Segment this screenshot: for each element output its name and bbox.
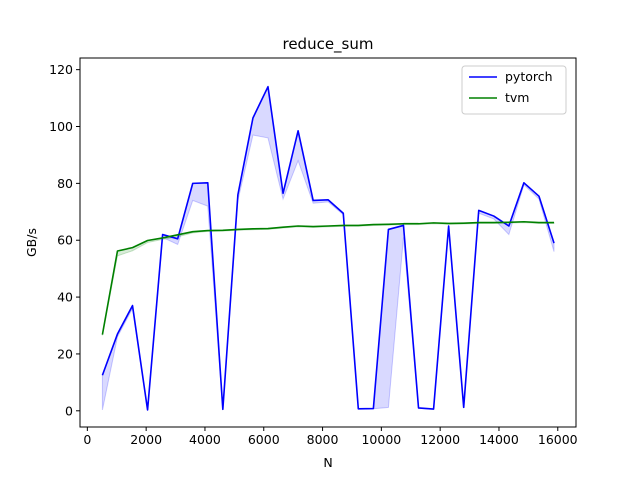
y-tick-label: 100 [49,119,73,134]
x-tick-label: 14000 [479,432,519,447]
y-tick-label: 80 [57,176,73,191]
tvm-line [101,220,555,335]
x-tick-label: 8000 [307,432,339,447]
x-axis-label: N [323,455,332,470]
y-tick-label: 0 [65,403,73,418]
y-tick-label: 20 [57,346,73,361]
chart-title: reduce_sum [282,35,373,54]
plot-frame [79,57,577,428]
pytorch-line [101,85,555,411]
x-tick-label: 16000 [538,432,578,447]
legend-box [461,65,567,115]
x-tick-label: 0 [83,432,91,447]
series-lines [101,85,555,411]
x-tick-label: 12000 [420,432,460,447]
x-axis-ticks: 0 2000 4000 6000 8000 10000 12000 14000 16000 [83,427,578,447]
pytorch-legend-label: pytorch [505,69,553,84]
y-tick-label: 120 [49,62,73,77]
y-tick-label: 40 [57,290,73,305]
y-axis-ticks: 0 20 40 60 80 100 120 [49,62,80,418]
x-tick-label: 10000 [361,432,401,447]
y-tick-label: 60 [57,233,73,248]
x-tick-label: 2000 [130,432,162,447]
y-axis-label: GB/s [24,228,39,257]
x-tick-label: 4000 [189,432,221,447]
legend: pytorch tvm [461,65,567,115]
x-tick-label: 6000 [248,432,280,447]
tvm-legend-label: tvm [505,90,529,105]
